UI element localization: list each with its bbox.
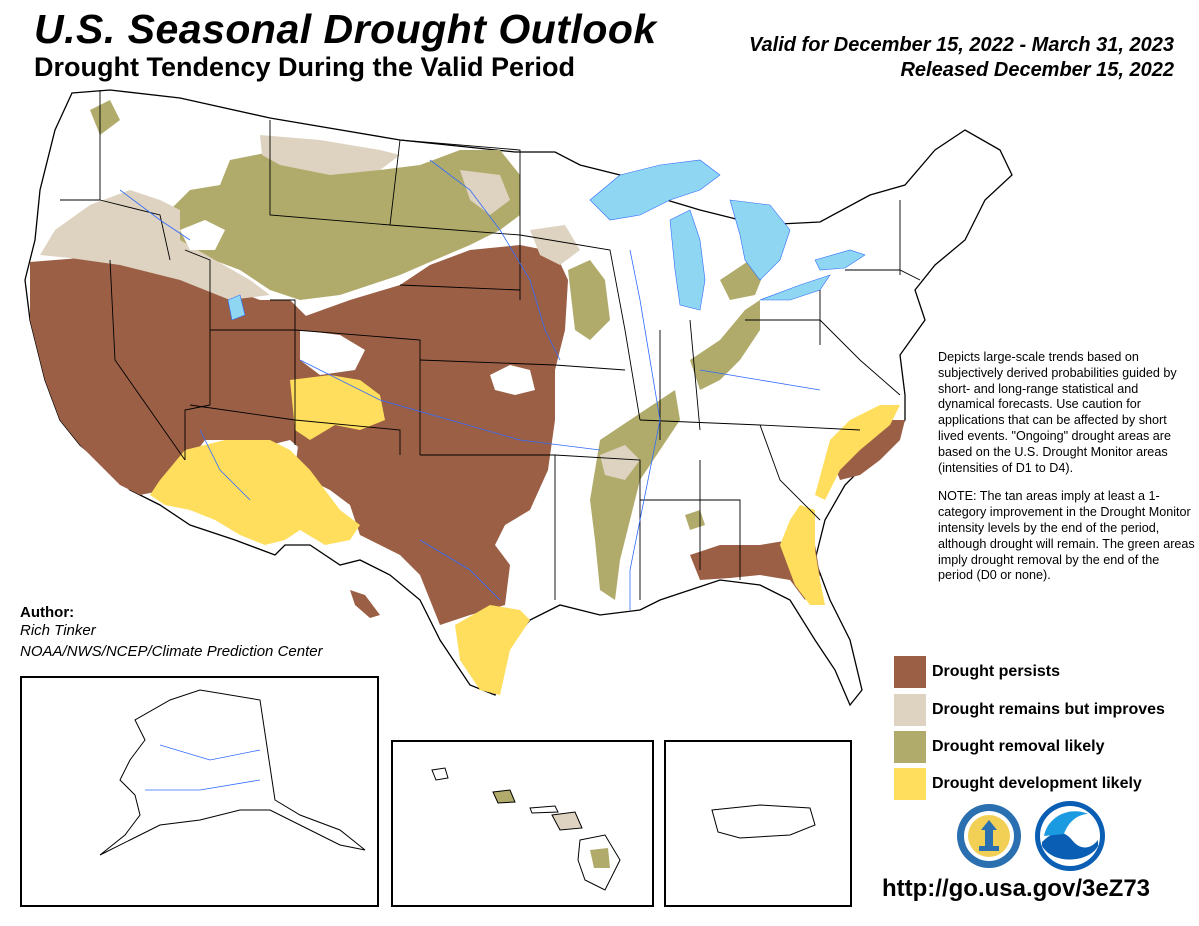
alaska-rivers <box>145 744 261 791</box>
drought-removal-regions <box>90 100 765 600</box>
alaska-outline <box>99 689 366 856</box>
lake-huron <box>729 199 791 281</box>
drought-improves-regions <box>40 135 640 815</box>
pacific-northwest-improves <box>40 190 270 300</box>
texas-south-persists <box>350 590 380 618</box>
non-drought-holes <box>180 220 560 580</box>
rivers <box>119 159 821 610</box>
legend-swatch <box>894 656 926 688</box>
carolina-development <box>815 405 900 500</box>
legend-swatch <box>894 768 926 800</box>
plains-persists <box>295 245 568 625</box>
lake-erie <box>759 274 831 301</box>
hawaii-islands <box>431 767 621 891</box>
description-paragraph: Depicts large-scale trends based on subj… <box>938 350 1177 475</box>
legend-label: Drought development likely <box>932 775 1142 792</box>
colorado-hole <box>300 330 365 375</box>
map-title: U.S. Seasonal Drought Outlook <box>34 6 657 52</box>
outlook-url[interactable]: http://go.usa.gov/3eZ73 <box>882 875 1151 902</box>
mississippi-valley-removal <box>590 390 680 600</box>
maui <box>551 811 583 831</box>
legend-label: Drought persists <box>932 663 1061 680</box>
legend-item-persists: Drought persists <box>894 656 1199 690</box>
dakota-improves <box>460 170 510 215</box>
kansas-hole <box>490 365 535 395</box>
carolinas-persists <box>830 420 905 480</box>
oahu <box>492 789 516 804</box>
department-of-commerce-seal-icon <box>957 804 1021 868</box>
southeast-development <box>780 505 825 605</box>
map-subtitle: Drought Tendency During the Valid Period <box>34 52 576 82</box>
lake-michigan <box>669 209 706 311</box>
map-description: Depicts large-scale trends based on subj… <box>938 350 1196 597</box>
release-date: Released December 15, 2022 <box>900 59 1174 81</box>
note-paragraph: NOTE: The tan areas imply at least a 1-c… <box>938 489 1195 583</box>
utah-hole <box>180 220 225 250</box>
southwest-development <box>150 440 360 545</box>
legend-swatch <box>894 694 926 726</box>
legend-item-development: Drought development likely <box>894 768 1199 802</box>
great-salt-lake <box>227 294 246 321</box>
author-heading: Author: <box>20 604 75 621</box>
northern-plains-removal <box>170 150 520 300</box>
drought-development-regions <box>150 375 900 695</box>
puerto-rico-outline <box>711 804 816 839</box>
molokai <box>529 805 559 814</box>
noaa-logo-icon <box>1035 801 1105 871</box>
colorado-development <box>290 375 385 440</box>
legend-item-improves: Drought remains but improves <box>894 694 1199 728</box>
author-name: Rich Tinker <box>20 622 96 639</box>
arkansas-improves <box>600 445 640 480</box>
legend-item-removal: Drought removal likely <box>894 731 1199 765</box>
lake-superior <box>589 159 721 221</box>
author-org: NOAA/NWS/NCEP/Climate Prediction Center <box>20 643 323 660</box>
valid-period: Valid for December 15, 2022 - March 31, … <box>748 34 1174 56</box>
northwest-removal <box>90 100 120 135</box>
big-island-removal <box>590 848 610 868</box>
lake-ontario <box>814 249 866 271</box>
legend-label: Drought removal likely <box>932 738 1105 755</box>
ohio-valley-removal <box>690 300 760 390</box>
hawaii-inset-frame <box>391 740 654 907</box>
montana-improves <box>260 135 400 175</box>
legend-swatch <box>894 731 926 763</box>
kauai <box>431 767 449 781</box>
iowa-improves <box>530 225 580 265</box>
legend-label: Drought remains but improves <box>932 701 1165 718</box>
great-lakes <box>227 159 866 321</box>
midwest-removal <box>568 260 610 340</box>
texas-hole <box>510 550 560 580</box>
texas-development <box>455 605 530 695</box>
